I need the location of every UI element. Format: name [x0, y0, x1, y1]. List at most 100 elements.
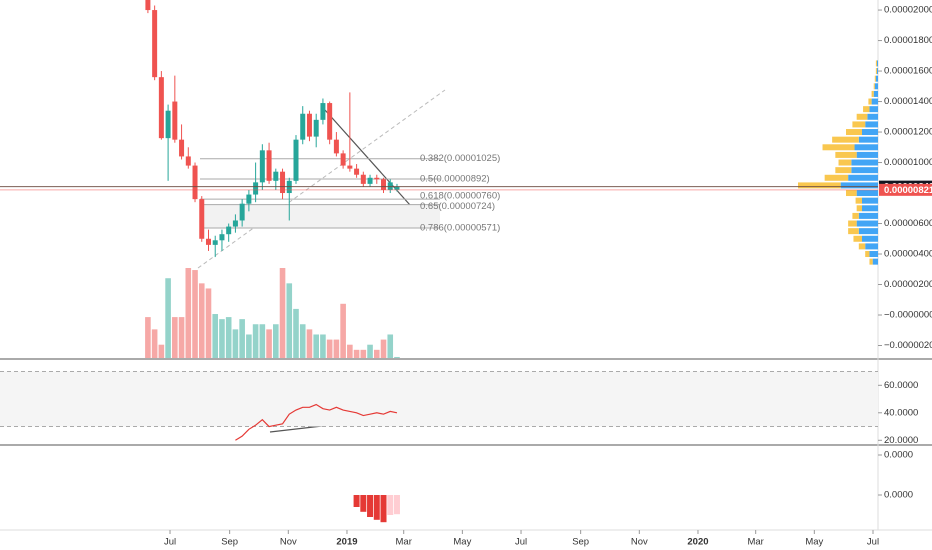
candle-body	[300, 113, 306, 140]
x-tick-label: Sep	[221, 537, 238, 548]
volume-bar	[259, 324, 266, 358]
profile-down	[855, 197, 862, 204]
volume-bar	[212, 314, 219, 358]
candle-body	[212, 240, 218, 245]
candle-body	[253, 182, 259, 195]
volume-bar	[394, 356, 400, 358]
candle-body	[239, 203, 245, 221]
y-tick-label: 20.0000	[884, 435, 918, 446]
profile-up	[856, 220, 878, 227]
volume-bar	[326, 339, 333, 358]
y-tick-label: 0.00001000	[884, 157, 932, 168]
profile-up	[875, 75, 878, 82]
profile-up	[865, 121, 878, 128]
candle-body	[205, 238, 211, 245]
fib-label: 0.618(0.00000760)	[420, 191, 500, 202]
y-tick-label: 0.0000	[884, 450, 913, 461]
profile-down	[873, 83, 875, 90]
y-tick-label: 0.0000	[884, 490, 913, 501]
profile-down	[824, 174, 849, 181]
histogram-bar	[380, 495, 387, 523]
candle-body	[266, 150, 272, 181]
fib-label: 0.5(0.00000892)	[420, 174, 490, 185]
volume-bar	[266, 329, 272, 358]
rsi-line	[235, 403, 398, 441]
profile-down	[856, 205, 862, 212]
fib-label: 0.786(0.00000571)	[420, 222, 500, 233]
fib-zone	[200, 204, 440, 228]
profile-up	[856, 190, 878, 197]
profile-down	[874, 75, 876, 82]
y-tick-label: 40.0000	[884, 407, 918, 418]
volume-bar	[273, 324, 279, 358]
profile-down	[852, 212, 859, 219]
candle-body	[374, 177, 380, 180]
candle-body	[333, 139, 339, 154]
y-tick-label: 0.00000600	[884, 218, 932, 229]
profile-up	[876, 68, 878, 75]
candle-body	[145, 0, 151, 11]
profile-down	[846, 129, 862, 136]
profile-down	[871, 90, 874, 97]
volume-bar	[313, 334, 319, 358]
volume-bar	[340, 303, 346, 358]
price-label: 0.00000821	[884, 185, 932, 196]
volume-bar	[347, 344, 353, 358]
volume-bar	[172, 317, 178, 358]
volume-bar	[246, 334, 252, 358]
volume-bar	[219, 319, 225, 358]
candle-body	[394, 186, 400, 190]
profile-up	[862, 235, 878, 242]
volume-bar	[178, 317, 185, 358]
profile-up	[840, 182, 878, 189]
profile-down	[865, 251, 870, 258]
candle-body	[354, 168, 360, 175]
y-tick-label: 60.0000	[884, 380, 918, 391]
trend-line	[197, 89, 446, 269]
volume-bar	[299, 324, 306, 358]
profile-down	[835, 151, 857, 158]
candle-body	[246, 194, 252, 204]
volume-bar	[293, 308, 299, 358]
profile-up	[858, 212, 878, 219]
profile-up	[872, 258, 878, 265]
candle-body	[360, 174, 366, 184]
volume-bar	[145, 317, 151, 358]
profile-down	[858, 243, 866, 250]
profile-down	[868, 98, 872, 105]
histogram-bar	[373, 495, 380, 520]
profile-down	[846, 190, 857, 197]
histogram-bar	[393, 495, 400, 515]
candle-body	[259, 150, 265, 183]
profile-up	[865, 243, 878, 250]
profile-up	[858, 136, 878, 143]
candle-body	[199, 199, 205, 239]
profile-down	[856, 113, 868, 120]
volume-bar	[306, 329, 313, 358]
x-tick-label: Mar	[396, 537, 412, 548]
candle-body	[226, 226, 232, 235]
profile-down	[869, 258, 873, 265]
volume-bar	[353, 349, 360, 358]
y-tick-label: 0.00000200	[884, 279, 932, 290]
y-tick-label: −0.00000000	[884, 310, 932, 321]
histogram-bar	[353, 495, 360, 507]
volume-bar	[373, 349, 380, 358]
histogram-bar	[360, 495, 367, 512]
profile-up	[856, 151, 878, 158]
histogram-bar	[387, 495, 394, 515]
x-tick-label: Jul	[867, 537, 879, 548]
profile-up	[851, 159, 878, 166]
profile-down	[848, 228, 859, 235]
x-tick-label: Jul	[515, 537, 527, 548]
profile-down	[875, 60, 877, 67]
volume-bar	[367, 344, 373, 358]
profile-down	[832, 136, 859, 143]
volume-bar	[205, 288, 212, 358]
band	[0, 371, 878, 427]
volume-bar	[198, 283, 205, 358]
candle-body	[381, 179, 387, 190]
